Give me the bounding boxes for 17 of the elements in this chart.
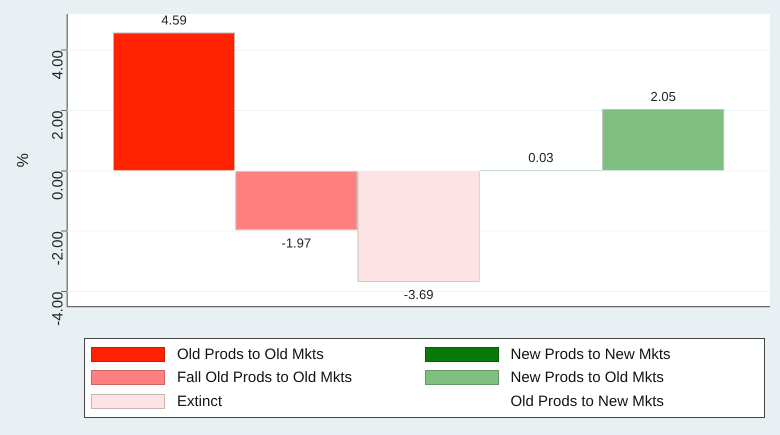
legend-label: Old Prods to Old Mkts — [177, 346, 324, 364]
text: Old Prods to New Mkts — [510, 392, 664, 410]
data-label: 4.59 — [161, 12, 187, 28]
y-tick-label: 0.00 — [49, 170, 66, 200]
legend-label: Fall Old Prods to Old Mkts — [177, 369, 352, 386]
legend-label: New Prods to New Mkts — [510, 346, 671, 364]
y-tick-label: -2.00 — [49, 231, 66, 266]
y-axis-title: % — [15, 153, 32, 168]
y-tick-label: 4.00 — [49, 50, 66, 80]
data-label: -1.97 — [281, 235, 312, 250]
y-tick-label: 2.00 — [49, 110, 66, 140]
data-label: -3.69 — [404, 287, 434, 302]
legend-label: Extinct — [177, 392, 222, 410]
data-label: 2.05 — [650, 89, 676, 104]
legend-label: New Prods to Old Mkts — [510, 369, 664, 386]
data-label: 0.03 — [528, 150, 554, 166]
y-tick-label: -4.00 — [49, 292, 66, 326]
